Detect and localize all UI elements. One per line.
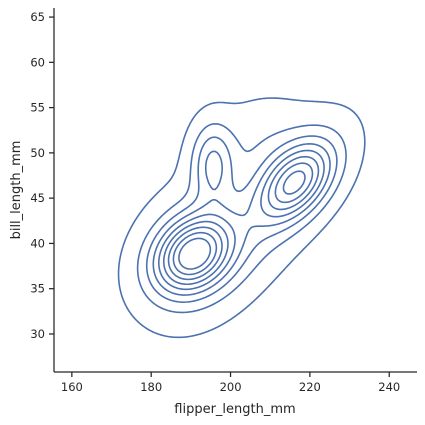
contour-level-4 bbox=[152, 143, 331, 296]
contour-group bbox=[117, 97, 366, 339]
contour-level-8 bbox=[172, 170, 306, 276]
x-tick-label: 180 bbox=[140, 380, 162, 394]
contour-level-1 bbox=[117, 97, 366, 339]
x-tick-label: 160 bbox=[61, 380, 83, 394]
x-tick-label: 220 bbox=[299, 380, 321, 394]
contour-level-7 bbox=[167, 162, 314, 281]
contour-level-5 bbox=[157, 149, 325, 291]
contour-level-6 bbox=[162, 155, 320, 286]
x-axis-label: flipper_length_mm bbox=[174, 402, 295, 417]
y-tick-label: 30 bbox=[30, 327, 45, 341]
y-tick-label: 50 bbox=[30, 146, 45, 160]
y-ticks: 30 35 40 45 50 55 60 65 bbox=[30, 10, 54, 341]
x-tick-label: 240 bbox=[378, 380, 400, 394]
y-tick-label: 55 bbox=[30, 101, 45, 115]
y-tick-label: 65 bbox=[30, 10, 45, 24]
contour-level-2 bbox=[136, 122, 347, 314]
x-tick-label: 200 bbox=[220, 380, 242, 394]
y-tick-label: 45 bbox=[30, 191, 45, 205]
contour-level-3 bbox=[145, 135, 338, 303]
y-tick-label: 60 bbox=[30, 55, 45, 69]
y-tick-label: 40 bbox=[30, 236, 45, 250]
contour-level-9 bbox=[178, 237, 212, 270]
y-tick-label: 35 bbox=[30, 282, 45, 296]
y-axis-label: bill_length_mm bbox=[9, 141, 24, 240]
x-ticks: 160 180 200 220 240 bbox=[61, 372, 400, 394]
